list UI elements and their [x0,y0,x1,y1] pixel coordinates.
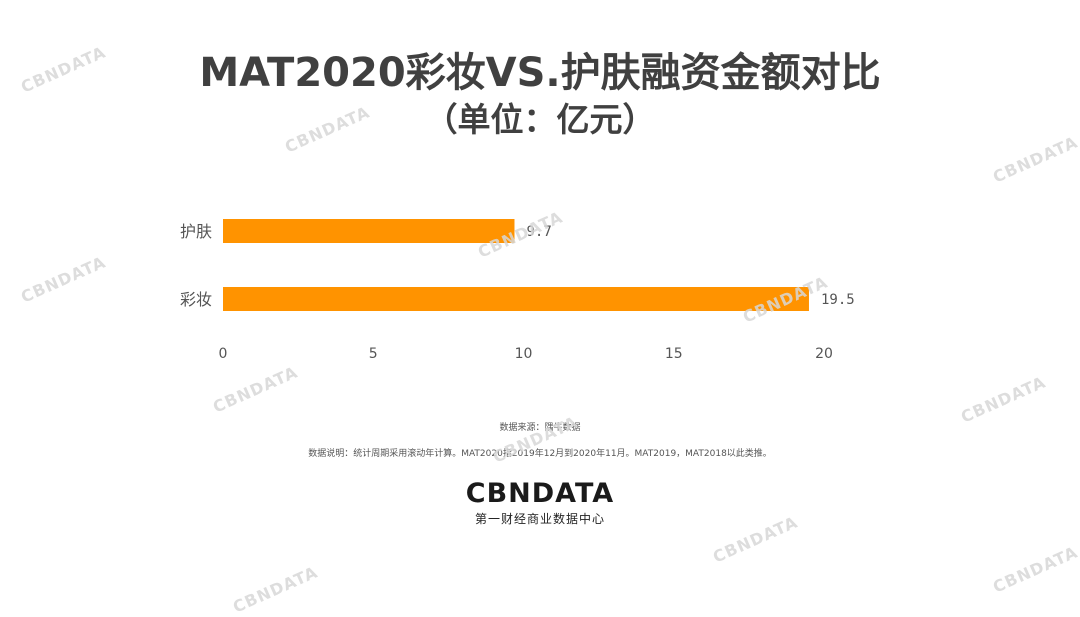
x-tick-label: 5 [369,346,378,362]
x-tick-label: 20 [815,346,833,362]
category-label: 护肤 [180,222,212,241]
cbndata-tagline: 第一财经商业数据中心 [474,512,605,526]
x-tick-label: 10 [515,346,533,362]
cbndata-logo: CBNDATA [465,478,615,509]
chart-title: MAT2020彩妆VS.护肤融资金额对比 [199,50,881,96]
bar [223,287,809,311]
x-tick-label: 0 [219,346,228,362]
bar [223,219,515,243]
data-label: 19.5 [821,292,855,308]
data-label: 9.7 [526,224,551,240]
category-label: 彩妆 [180,290,212,309]
chart-subtitle: （单位：亿元） [424,100,656,139]
data-description-note: 数据说明：统计周期采用滚动年计算。MAT2020指2019年12月到2020年1… [308,449,772,459]
data-source-note: 数据来源：隅牛数据 [499,423,581,433]
x-tick-label: 15 [665,346,683,362]
